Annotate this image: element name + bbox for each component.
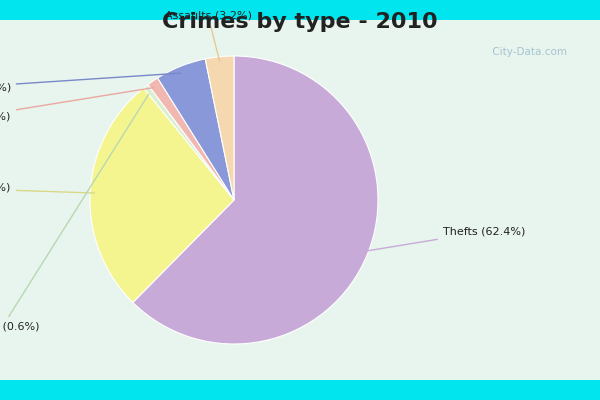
Wedge shape (133, 56, 378, 344)
Text: Assaults (3.2%): Assaults (3.2%) (164, 11, 251, 61)
Text: City-Data.com: City-Data.com (489, 47, 567, 57)
Text: Arson (1.3%): Arson (1.3%) (0, 88, 154, 122)
Wedge shape (90, 88, 234, 302)
Text: Thefts (62.4%): Thefts (62.4%) (363, 227, 525, 252)
Text: Burglaries (26.8%): Burglaries (26.8%) (0, 184, 95, 194)
Wedge shape (143, 84, 234, 200)
Wedge shape (205, 56, 234, 200)
Text: Crimes by type - 2010: Crimes by type - 2010 (162, 12, 438, 32)
Wedge shape (158, 59, 234, 200)
Text: Rapes (0.6%): Rapes (0.6%) (0, 94, 149, 332)
Text: Auto thefts (5.7%): Auto thefts (5.7%) (0, 73, 181, 93)
Wedge shape (148, 78, 234, 200)
